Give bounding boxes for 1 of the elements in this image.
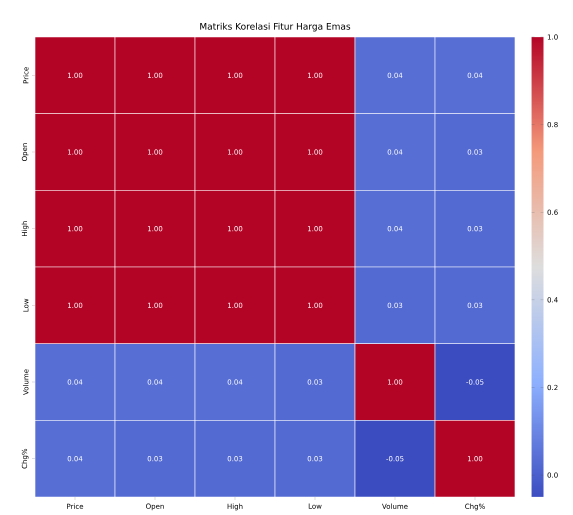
chart-title: Matriks Korelasi Fitur Harga Emas	[200, 22, 350, 32]
